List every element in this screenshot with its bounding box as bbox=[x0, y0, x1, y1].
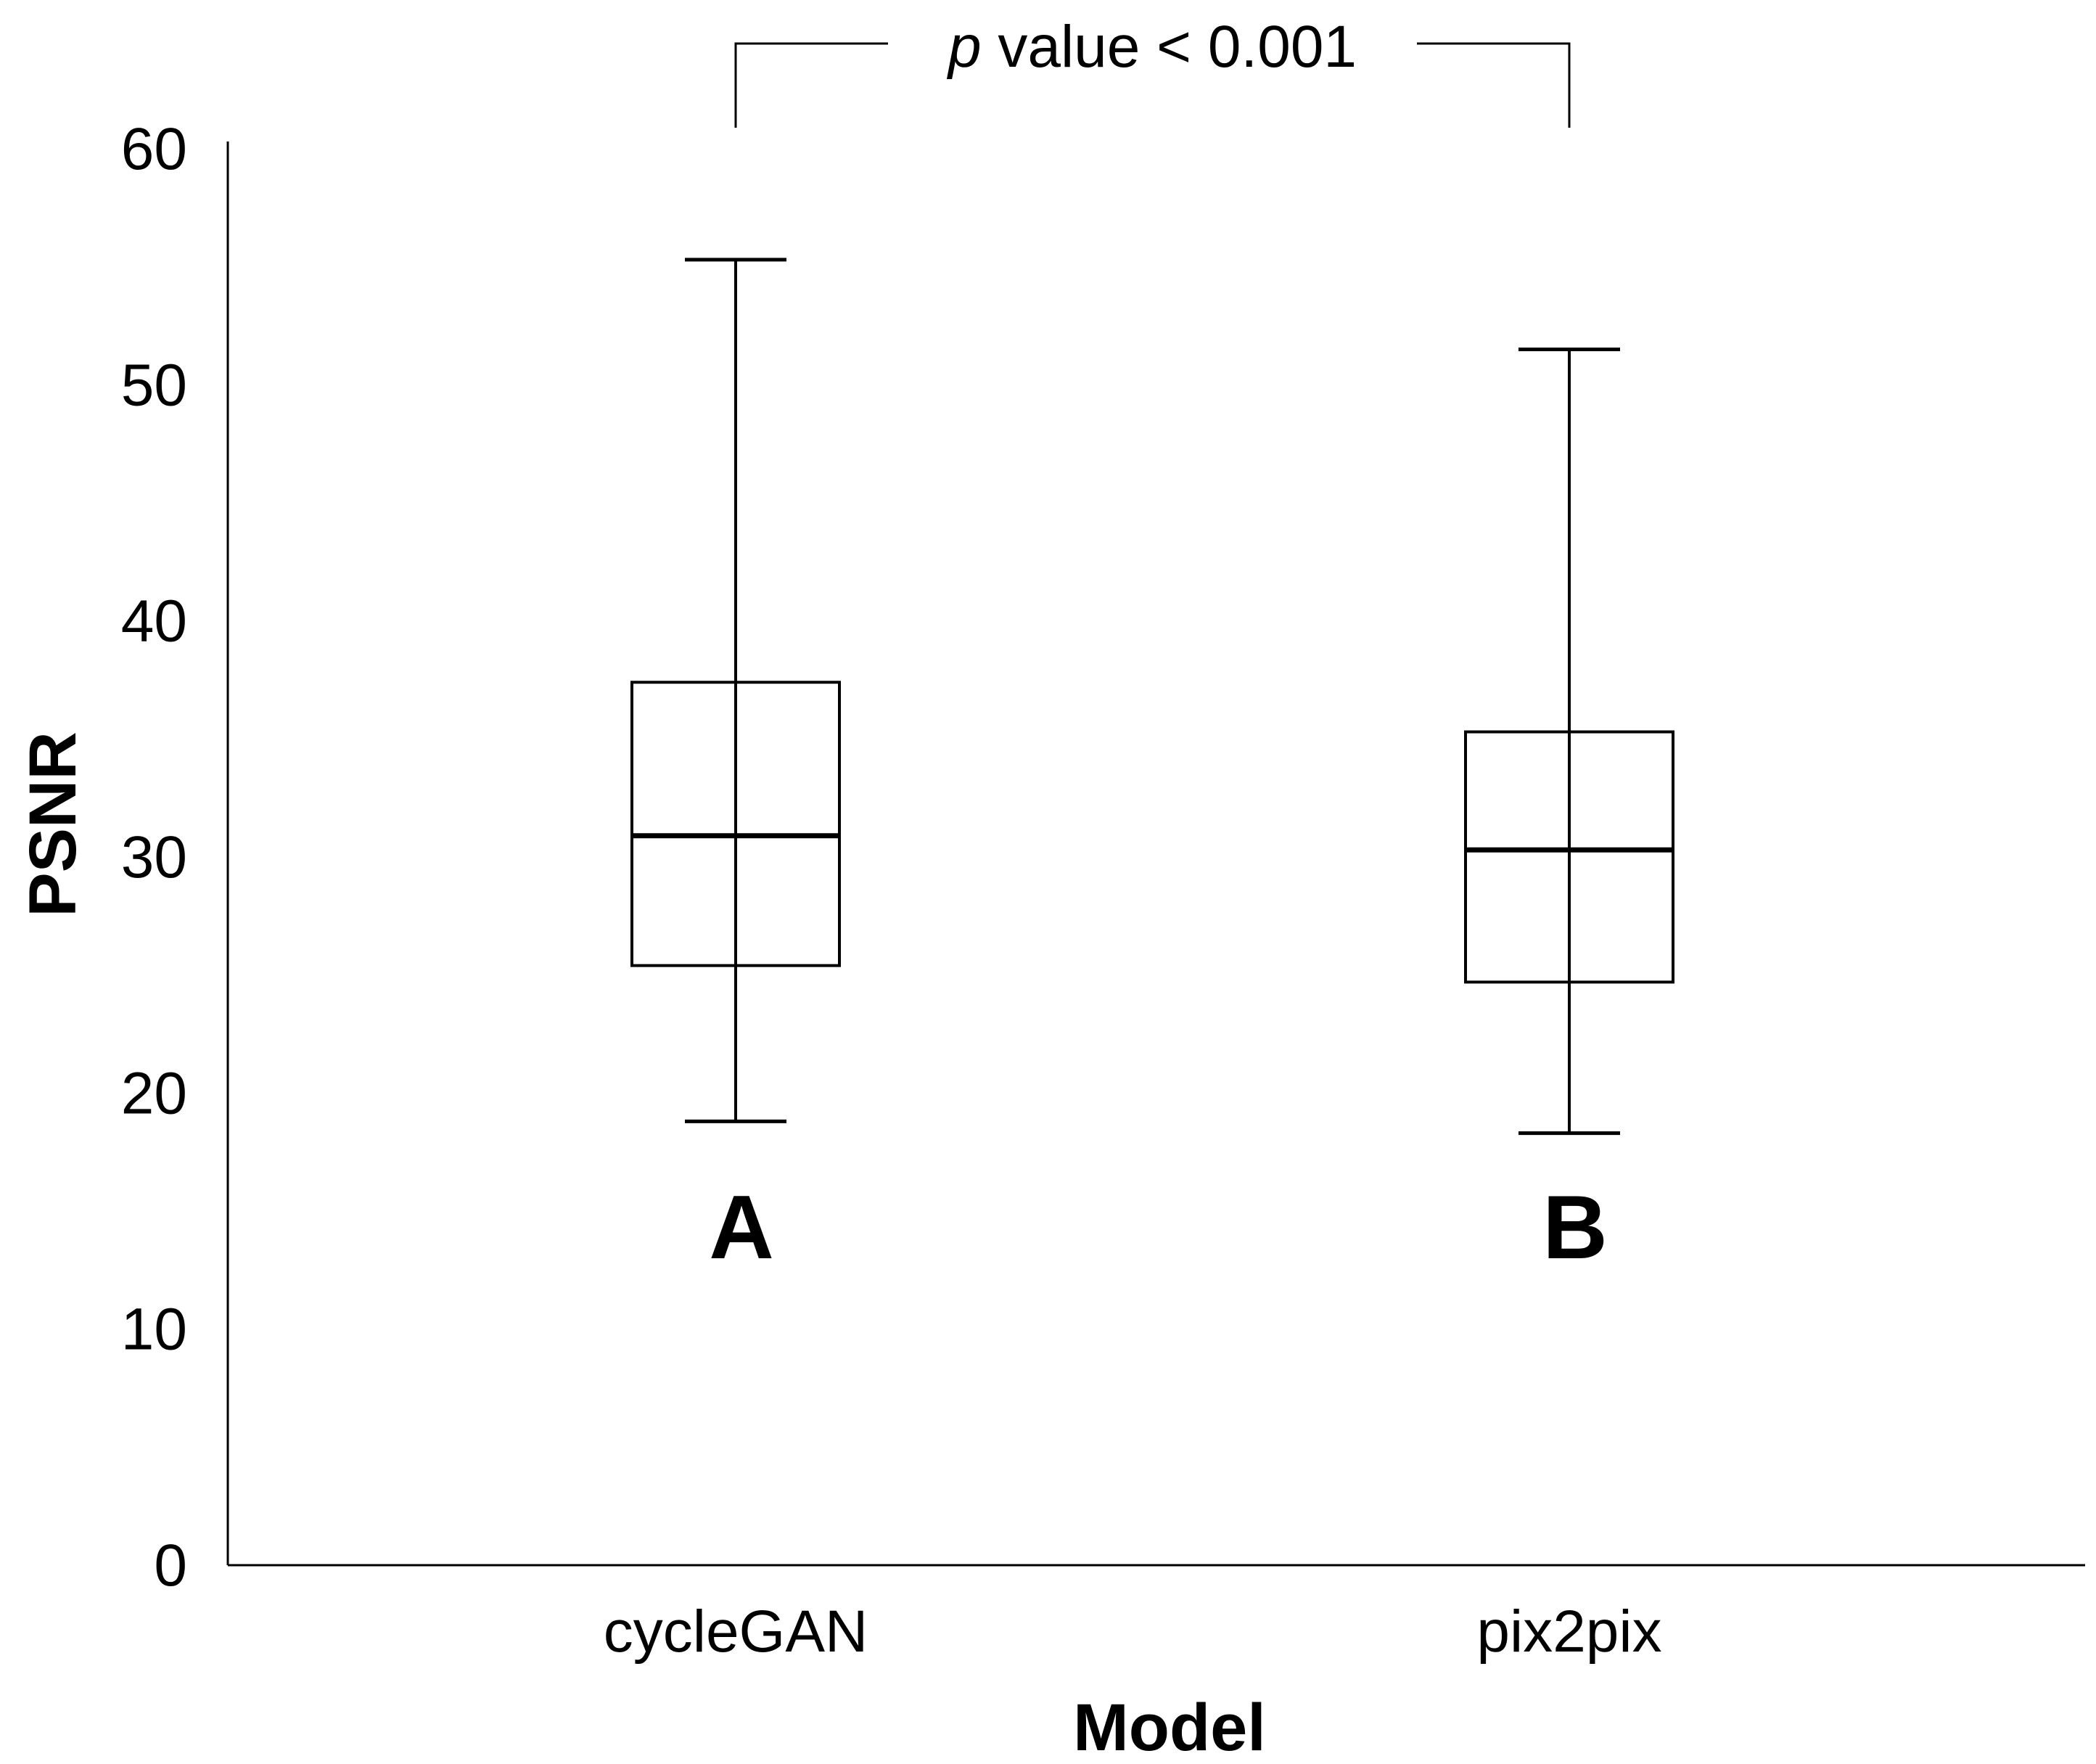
box-pix2pix: B bbox=[1464, 348, 1674, 1278]
iqr-box bbox=[630, 681, 841, 967]
y-axis-title: PSNR bbox=[16, 731, 90, 917]
x-category-labels: cycleGAN pix2pix bbox=[604, 1599, 1662, 1665]
y-tick-label: 60 bbox=[121, 116, 187, 182]
y-tick-label: 50 bbox=[121, 352, 187, 418]
y-tick-label: 40 bbox=[121, 588, 187, 655]
y-tick-label: 30 bbox=[121, 824, 187, 890]
x-category-label: cycleGAN bbox=[604, 1599, 868, 1665]
x-axis-title: Model bbox=[1073, 1691, 1266, 1764]
x-category-label: pix2pix bbox=[1476, 1599, 1661, 1665]
group-letter: B bbox=[1542, 1178, 1608, 1278]
y-tick-label: 10 bbox=[121, 1297, 187, 1363]
significance-bracket: p value < 0.001 bbox=[734, 14, 1571, 128]
y-tick-labels: 0 10 20 30 40 50 60 bbox=[121, 116, 187, 1599]
p-value-annotation: p value < 0.001 bbox=[946, 14, 1357, 80]
iqr-box bbox=[1464, 730, 1674, 984]
bracket-left bbox=[734, 42, 888, 128]
y-tick-label: 0 bbox=[154, 1533, 187, 1599]
group-letter: A bbox=[709, 1178, 774, 1278]
y-tick-label: 20 bbox=[121, 1060, 187, 1126]
box-cycleGAN: A bbox=[630, 258, 841, 1278]
bracket-right bbox=[1417, 42, 1571, 128]
